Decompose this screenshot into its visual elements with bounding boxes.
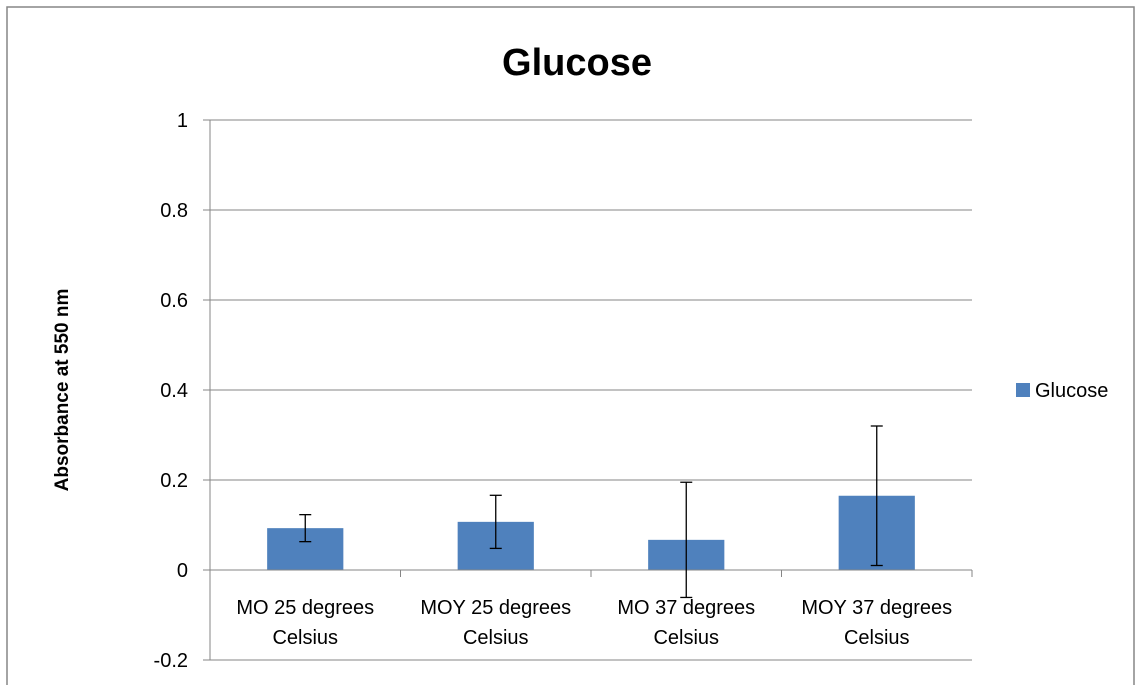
legend-label: Glucose bbox=[1035, 380, 1108, 402]
y-tick-label: 0.2 bbox=[160, 470, 188, 492]
gridlines bbox=[210, 119, 972, 661]
axes bbox=[209, 120, 973, 660]
x-category-label: Celsius bbox=[272, 627, 338, 649]
y-axis-ticks: -0.2 0 0.2 0.4 0.6 0.8 1 bbox=[154, 110, 210, 672]
y-tick-label: 1 bbox=[177, 110, 188, 132]
legend-swatch bbox=[1016, 383, 1030, 397]
x-axis-category-labels: MO 25 degrees Celsius MOY 25 degrees Celsiu… bbox=[236, 597, 952, 649]
x-category-label: Celsius bbox=[653, 627, 719, 649]
y-tick-label: 0.8 bbox=[160, 200, 188, 222]
chart-title: Glucose bbox=[502, 42, 652, 84]
y-axis-label: Absorbance at 550 nm bbox=[52, 289, 73, 492]
error-bars bbox=[299, 425, 883, 599]
y-tick-label: 0.4 bbox=[160, 380, 188, 402]
legend: Glucose bbox=[1016, 380, 1108, 402]
x-category-label: MO 37 degrees bbox=[617, 597, 755, 619]
chart-border bbox=[6, 6, 1135, 690]
x-category-label: MOY 37 degrees bbox=[801, 597, 952, 619]
y-tick-label: 0.6 bbox=[160, 290, 188, 312]
y-tick-label: -0.2 bbox=[154, 650, 188, 672]
x-category-label: Celsius bbox=[844, 627, 910, 649]
x-category-label: MO 25 degrees bbox=[236, 597, 374, 619]
x-category-label: Celsius bbox=[463, 627, 529, 649]
x-category-label: MOY 25 degrees bbox=[420, 597, 571, 619]
y-tick-label: 0 bbox=[177, 560, 188, 582]
